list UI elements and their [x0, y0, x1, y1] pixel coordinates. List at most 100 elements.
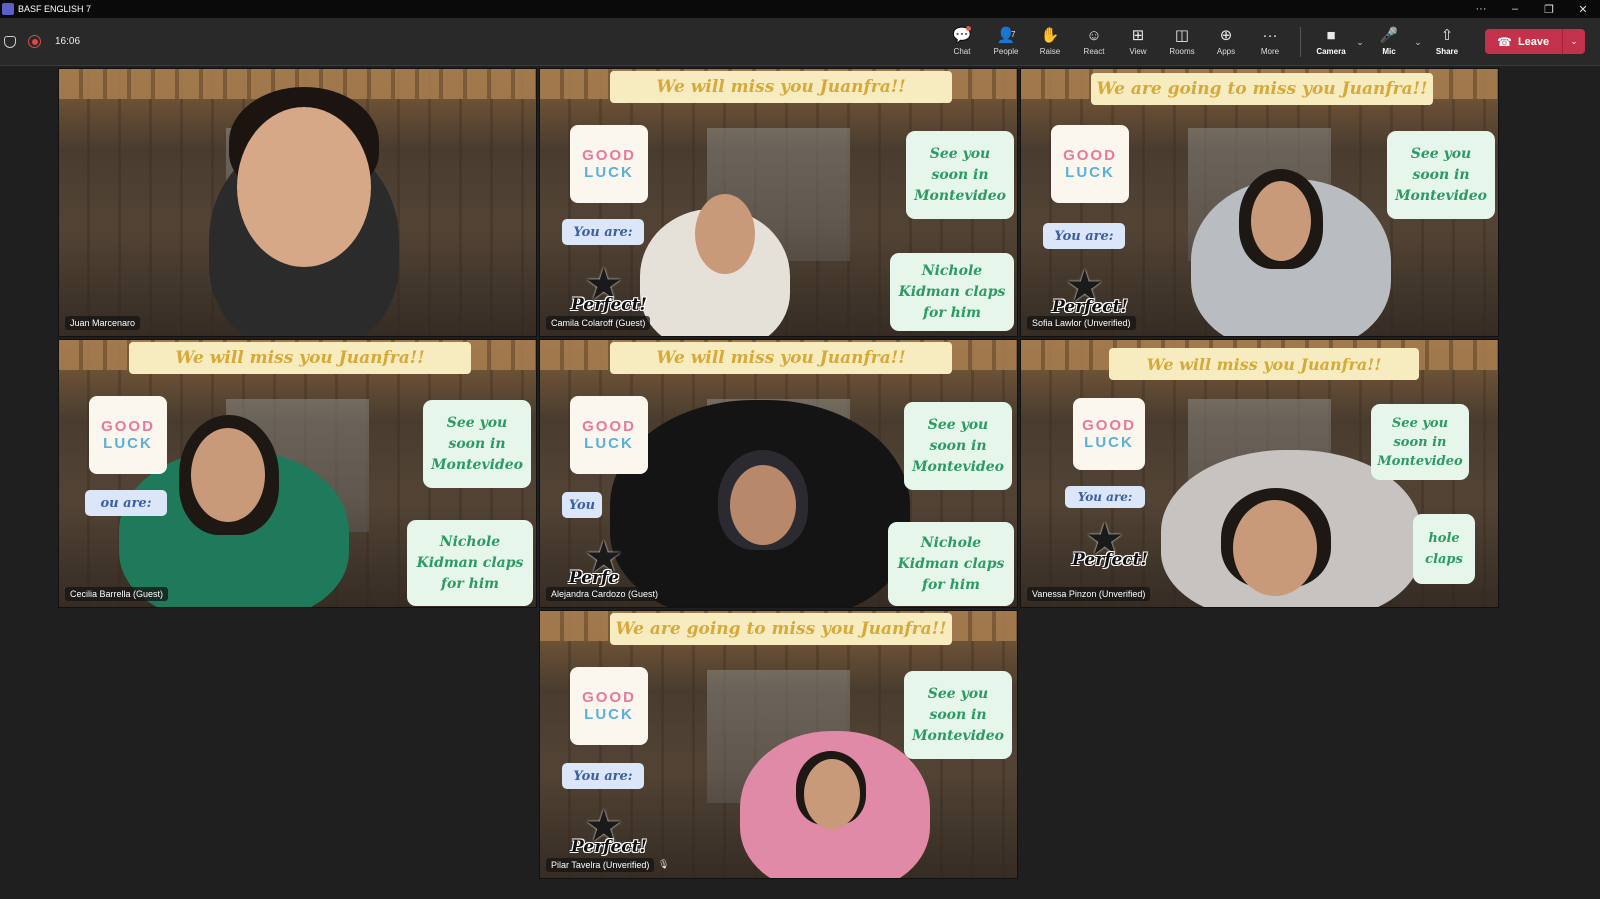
microphone-icon: 🎤 — [1379, 27, 1399, 44]
perfect-sticker: ★ Perfe — [562, 533, 626, 589]
perfect-text: Perfect! — [1052, 297, 1128, 317]
you-are-label: ou are: — [85, 490, 167, 516]
participant-face — [695, 194, 755, 274]
leave-label: Leave — [1517, 35, 1550, 48]
leave-separator — [1562, 29, 1563, 54]
mic-muted-icon: 🎙 — [658, 859, 670, 869]
nichole-note: Nichole Kidman claps for him — [888, 522, 1014, 606]
star-icon: ★ — [1065, 262, 1105, 311]
video-tile-cecilia[interactable]: We will miss you Juanfra!! GOOD LUCK ou a… — [58, 339, 537, 608]
camera-button[interactable]: ■ Camera — [1309, 18, 1353, 66]
teams-logo-icon — [2, 3, 14, 15]
people-button[interactable]: 👤 7 People — [984, 18, 1028, 66]
good-luck-sticker: GOOD LUCK — [570, 125, 648, 203]
view-label: View — [1129, 47, 1147, 56]
more-icon: ··· — [1262, 27, 1278, 44]
react-label: React — [1083, 47, 1105, 56]
video-tile-camila[interactable]: We will miss you Juanfra!! GOOD LUCK You … — [539, 68, 1018, 337]
grid-icon: ⊞ — [1131, 27, 1145, 44]
see-you-note: See you soon in Montevideo — [1387, 131, 1495, 219]
share-label: Share — [1435, 47, 1459, 56]
video-tile-vanessa[interactable]: We will miss you Juanfra!! GOOD LUCK You … — [1020, 339, 1499, 608]
window-title: BASF ENGLISH 7 — [18, 4, 92, 14]
smile-icon: ☺ — [1086, 27, 1102, 44]
people-label: People — [993, 47, 1019, 56]
rooms-label: Rooms — [1169, 47, 1195, 56]
phone-hangup-icon: ☎ — [1497, 34, 1512, 49]
chat-icon: 💬 — [952, 27, 972, 44]
see-you-note: See you soon in Montevideo — [906, 131, 1014, 219]
good-luck-sticker: GOOD LUCK — [1051, 125, 1129, 203]
apps-label: Apps — [1216, 47, 1236, 56]
overlay-banner: We are going to miss you Juanfra!! — [1091, 73, 1433, 105]
perfect-text: Perfe — [568, 568, 620, 588]
rooms-button[interactable]: ◫ Rooms — [1160, 18, 1204, 66]
star-icon: ★ — [584, 802, 624, 851]
star-icon: ★ — [584, 533, 624, 582]
close-icon[interactable]: ✕ — [1578, 3, 1588, 16]
apps-icon: ⊕ — [1219, 27, 1233, 44]
participant-name: Juan Marcenaro — [65, 316, 141, 330]
overlay-banner: We will miss you Juanfra!! — [610, 342, 952, 374]
star-icon: ★ — [1085, 515, 1125, 564]
more-label: More — [1260, 47, 1280, 56]
good-text: GOOD — [582, 147, 636, 164]
perfect-text: Perfect! — [571, 837, 647, 857]
perfect-text: Perfect! — [1072, 550, 1148, 570]
leave-button[interactable]: ☎ Leave ⌄ — [1485, 29, 1585, 54]
luck-text: LUCK — [1084, 434, 1134, 451]
minimize-icon[interactable]: – — [1511, 3, 1519, 15]
participant-face — [237, 107, 371, 267]
video-tile-alejandra[interactable]: We will miss you Juanfra!! GOOD LUCK You … — [539, 339, 1018, 608]
good-luck-sticker: GOOD LUCK — [570, 667, 648, 745]
good-luck-sticker: GOOD LUCK — [570, 396, 648, 474]
perfect-sticker: ★ Perfect! — [562, 263, 656, 316]
you-are-label: You are: — [562, 219, 644, 245]
participant-face — [191, 428, 265, 522]
chat-label: Chat — [953, 47, 971, 56]
view-button[interactable]: ⊞ View — [1116, 18, 1160, 66]
more-button[interactable]: ··· More — [1248, 18, 1292, 66]
title-bar: BASF ENGLISH 7 ··· – ❐ ✕ — [0, 0, 1600, 18]
toolbar-divider — [1300, 27, 1301, 57]
mic-options-chevron-icon[interactable]: ⌄ — [1414, 36, 1422, 47]
window-more-icon[interactable]: ··· — [1475, 3, 1487, 15]
participant-name: Cecilia Barrella (Guest) — [65, 587, 169, 601]
participant-face — [730, 465, 796, 545]
video-tile-juan[interactable]: Juan Marcenaro — [58, 68, 537, 337]
participant-name: Pilar Tavelra (Unverified) — [546, 858, 655, 872]
shield-icon[interactable] — [4, 35, 16, 48]
raise-label: Raise — [1039, 47, 1061, 56]
overlay-banner: We will miss you Juanfra!! — [610, 71, 952, 103]
you-are-label: You are: — [562, 763, 644, 789]
good-text: GOOD — [101, 418, 155, 435]
video-tile-sofia[interactable]: We are going to miss you Juanfra!! GOOD L… — [1020, 68, 1499, 337]
restore-icon[interactable]: ❐ — [1544, 3, 1554, 16]
recording-icon[interactable] — [28, 35, 41, 48]
participant-name: Vanessa Pinzon (Unverified) — [1027, 587, 1151, 601]
chat-button[interactable]: 💬 Chat — [940, 18, 984, 66]
overlay-banner: We are going to miss you Juanfra!! — [610, 613, 952, 645]
good-text: GOOD — [582, 689, 636, 706]
nichole-note: Nichole Kidman claps for him — [407, 520, 533, 606]
mic-button[interactable]: 🎤 Mic — [1367, 18, 1411, 66]
you-are-label: You — [562, 492, 602, 518]
good-text: GOOD — [1063, 147, 1117, 164]
leave-options-chevron-icon[interactable]: ⌄ — [1570, 36, 1578, 46]
camera-options-chevron-icon[interactable]: ⌄ — [1356, 36, 1364, 47]
good-luck-sticker: GOOD LUCK — [89, 396, 167, 474]
meeting-timer: 16:06 — [55, 36, 81, 47]
see-you-note: See you soon in Montevideo — [423, 400, 531, 488]
luck-text: LUCK — [1065, 164, 1115, 181]
video-tile-pilar[interactable]: We are going to miss you Juanfra!! GOOD L… — [539, 610, 1018, 879]
perfect-sticker: ★ Perfect! — [562, 802, 656, 858]
camera-icon: ■ — [1326, 27, 1336, 44]
raise-hand-button[interactable]: ✋ Raise — [1028, 18, 1072, 66]
share-icon: ⇧ — [1440, 27, 1454, 44]
share-button[interactable]: ⇧ Share — [1425, 18, 1469, 66]
see-you-note: See you soon in Montevideo — [904, 671, 1012, 759]
react-button[interactable]: ☺ React — [1072, 18, 1116, 66]
see-you-note: See you soon in Montevideo — [1371, 404, 1469, 480]
apps-button[interactable]: ⊕ Apps — [1204, 18, 1248, 66]
people-icon: 👤 — [996, 27, 1016, 44]
